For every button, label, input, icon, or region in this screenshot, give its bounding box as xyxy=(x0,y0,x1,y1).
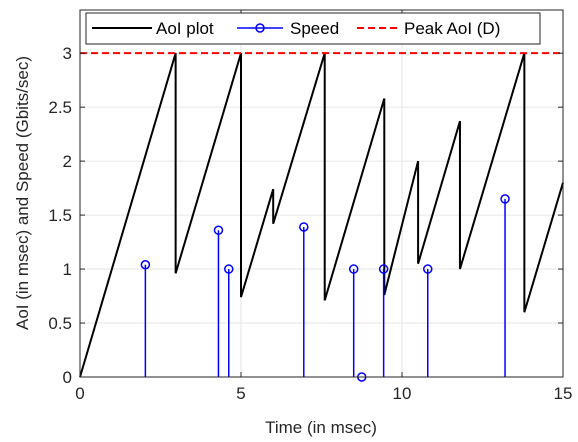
speed-marker xyxy=(299,222,309,232)
legend-label-speed: Speed xyxy=(290,19,339,38)
legend-label-aoi-plot: AoI plot xyxy=(156,19,214,38)
speed-marker xyxy=(224,264,234,274)
x-tick-label: 10 xyxy=(393,384,412,403)
ticks: 0 5 10 15 0 0.5 1 1.5 2 2.5 3 xyxy=(48,10,572,403)
legend-marker-speed xyxy=(255,23,265,33)
plot-frame xyxy=(79,9,564,378)
speed-marker xyxy=(213,225,224,235)
legend-box xyxy=(85,12,541,45)
speed-marker xyxy=(500,194,510,204)
speed-marker xyxy=(423,264,433,274)
aoi-plot-line xyxy=(79,52,564,378)
speed-marker xyxy=(378,264,389,274)
x-tick-label: 0 xyxy=(75,384,84,403)
y-tick-label: 1.5 xyxy=(48,206,72,225)
y-tick-label: 1 xyxy=(63,260,72,279)
y-tick-label: 2.5 xyxy=(48,98,72,117)
y-tick-label: 3 xyxy=(63,44,72,63)
y-tick-label: 0.5 xyxy=(48,314,72,333)
y-axis-label: AoI (in msec) and Speed (Gbits/sec) xyxy=(13,56,32,330)
y-tick-label: 2 xyxy=(63,152,72,171)
legend-label-peak-aoi: Peak AoI (D) xyxy=(404,19,500,38)
series-layer xyxy=(79,52,564,382)
y-tick-label: 0 xyxy=(63,368,72,387)
x-axis-label: Time (in msec) xyxy=(265,418,377,437)
speed-marker xyxy=(348,264,359,274)
x-tick-label: 15 xyxy=(554,384,573,403)
legend: AoI plot Speed Peak AoI (D) xyxy=(85,12,541,45)
x-tick-label: 5 xyxy=(236,384,245,403)
speed-marker xyxy=(140,259,151,270)
